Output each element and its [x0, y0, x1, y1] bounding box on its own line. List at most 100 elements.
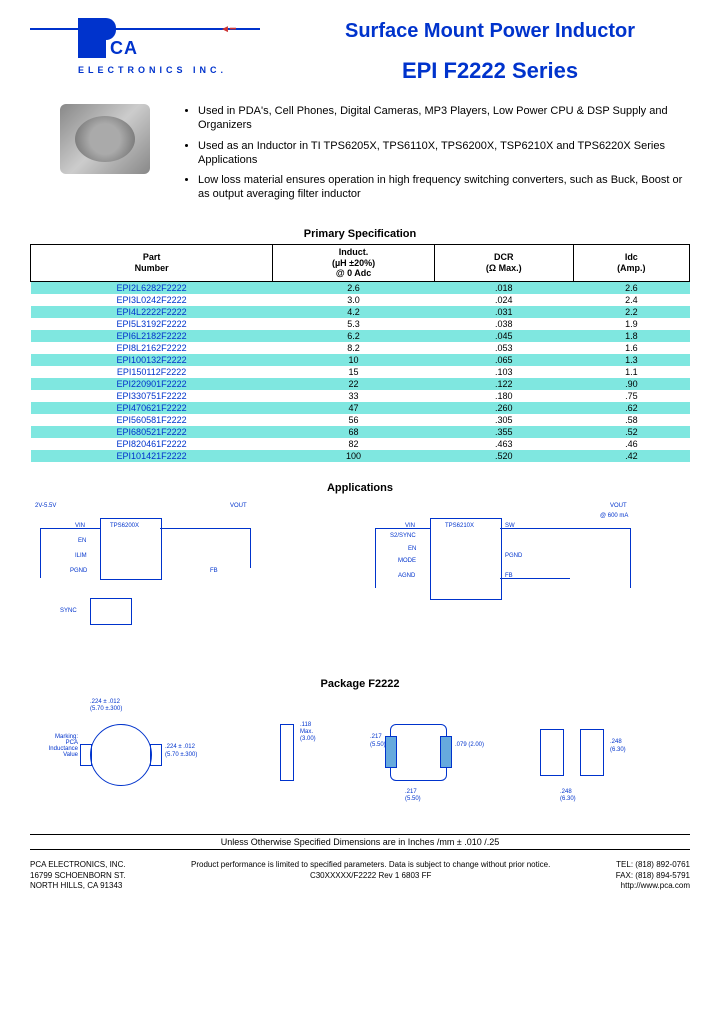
- applications-section: Applications 2V-5.5V TPS6200X VIN EN ILI…: [30, 482, 690, 648]
- cell-dcr: .024: [434, 294, 573, 306]
- table-row: EPI150112F222215.1031.1: [31, 366, 690, 378]
- cell-idc: .52: [573, 426, 689, 438]
- title-block: Surface Mount Power Inductor EPI F2222 S…: [290, 20, 690, 84]
- cell-idc: .62: [573, 402, 689, 414]
- cell-induct: 10: [273, 354, 435, 366]
- datasheet-page: ◄━ CA ELECTRONICS INC. Surface Mount Pow…: [0, 0, 720, 911]
- cell-idc: 2.2: [573, 306, 689, 318]
- cell-idc: 1.3: [573, 354, 689, 366]
- col-dcr: DCR (Ω Max.): [434, 244, 573, 281]
- cell-part: EPI560581F2222: [31, 414, 273, 426]
- cell-idc: .46: [573, 438, 689, 450]
- cell-dcr: .031: [434, 306, 573, 318]
- cell-dcr: .103: [434, 366, 573, 378]
- table-row: EPI2L6282F22222.6.0182.6: [31, 282, 690, 295]
- table-row: EPI680521F222268.355.52: [31, 426, 690, 438]
- cell-part: EPI6L2182F2222: [31, 330, 273, 342]
- cell-dcr: .038: [434, 318, 573, 330]
- cell-idc: .90: [573, 378, 689, 390]
- package-pad-view: .248 (6.30) .248 (6.30): [530, 694, 690, 814]
- table-row: EPI330751F222233.180.75: [31, 390, 690, 402]
- cell-dcr: .065: [434, 354, 573, 366]
- cell-dcr: .180: [434, 390, 573, 402]
- table-row: EPI101421F2222100.520.42: [31, 450, 690, 462]
- footer-address: PCA ELECTRONICS, INC. 16799 SCHOENBORN S…: [30, 860, 126, 891]
- cell-dcr: .463: [434, 438, 573, 450]
- cell-induct: 68: [273, 426, 435, 438]
- cell-idc: .58: [573, 414, 689, 426]
- cell-dcr: .045: [434, 330, 573, 342]
- header: ◄━ CA ELECTRONICS INC. Surface Mount Pow…: [30, 20, 690, 84]
- col-induct: Induct. (µH ±20%) @ 0 Adc: [273, 244, 435, 281]
- cell-part: EPI101421F2222: [31, 450, 273, 462]
- cell-dcr: .305: [434, 414, 573, 426]
- cell-part: EPI2L6282F2222: [31, 282, 273, 295]
- applications-title: Applications: [30, 482, 690, 494]
- package-title: Package F2222: [30, 678, 690, 690]
- col-idc: Idc (Amp.): [573, 244, 689, 281]
- cell-dcr: .260: [434, 402, 573, 414]
- cell-idc: 1.8: [573, 330, 689, 342]
- cell-induct: 100: [273, 450, 435, 462]
- cell-induct: 22: [273, 378, 435, 390]
- package-section: Package F2222 .224 ± .012 (5.70 ±.300) .…: [30, 678, 690, 814]
- package-bottom-view: .217 (5.50) .079 (2.00) .217 (5.50): [370, 694, 530, 814]
- cell-dcr: .355: [434, 426, 573, 438]
- col-part: Part Number: [31, 244, 273, 281]
- table-row: EPI100132F222210.0651.3: [31, 354, 690, 366]
- product-section: Used in PDA's, Cell Phones, Digital Came…: [30, 104, 690, 208]
- cell-part: EPI820461F2222: [31, 438, 273, 450]
- cell-part: EPI330751F2222: [31, 390, 273, 402]
- spec-title: Primary Specification: [30, 228, 690, 240]
- app-diagram-right: TPS6210X VIN S2/SYNC EN MODE AGND SW PGN…: [370, 498, 690, 648]
- cell-induct: 2.6: [273, 282, 435, 295]
- cell-part: EPI220901F2222: [31, 378, 273, 390]
- cell-idc: 2.6: [573, 282, 689, 295]
- table-row: EPI8L2162F22228.2.0531.6: [31, 342, 690, 354]
- cell-idc: .75: [573, 390, 689, 402]
- feature-bullets: Used in PDA's, Cell Phones, Digital Came…: [180, 104, 690, 208]
- cell-part: EPI150112F2222: [31, 366, 273, 378]
- table-row: EPI6L2182F22226.2.0451.8: [31, 330, 690, 342]
- cell-dcr: .018: [434, 282, 573, 295]
- table-row: EPI220901F222222.122.90: [31, 378, 690, 390]
- footer-contact: TEL: (818) 892-0761 FAX: (818) 894-5791 …: [616, 860, 690, 891]
- cell-induct: 8.2: [273, 342, 435, 354]
- company-logo: ◄━ CA ELECTRONICS INC.: [30, 20, 290, 75]
- cell-part: EPI3L0242F2222: [31, 294, 273, 306]
- table-row: EPI560581F222256.305.58: [31, 414, 690, 426]
- logo-text: ELECTRONICS INC.: [78, 65, 290, 75]
- table-row: EPI3L0242F22223.0.0242.4: [31, 294, 690, 306]
- cell-idc: 2.4: [573, 294, 689, 306]
- bullet-item: Used as an Inductor in TI TPS6205X, TPS6…: [198, 139, 690, 168]
- cell-idc: 1.1: [573, 366, 689, 378]
- footer: PCA ELECTRONICS, INC. 16799 SCHOENBORN S…: [30, 860, 690, 891]
- cell-dcr: .053: [434, 342, 573, 354]
- bullet-item: Used in PDA's, Cell Phones, Digital Came…: [198, 104, 690, 133]
- package-top-view: .224 ± .012 (5.70 ±.300) .224 ± .012 (5.…: [30, 694, 270, 814]
- spec-table: Part Number Induct. (µH ±20%) @ 0 Adc DC…: [30, 244, 690, 462]
- cell-part: EPI100132F2222: [31, 354, 273, 366]
- package-side-view: .118 Max. (3.00): [270, 694, 370, 814]
- dimension-note: Unless Otherwise Specified Dimensions ar…: [30, 834, 690, 850]
- bullet-item: Low loss material ensures operation in h…: [198, 173, 690, 202]
- cell-induct: 33: [273, 390, 435, 402]
- product-image: [60, 104, 150, 174]
- cell-induct: 5.3: [273, 318, 435, 330]
- cell-dcr: .122: [434, 378, 573, 390]
- series-title: EPI F2222 Series: [290, 58, 690, 84]
- cell-dcr: .520: [434, 450, 573, 462]
- page-title: Surface Mount Power Inductor: [290, 20, 690, 43]
- cell-part: EPI470621F2222: [31, 402, 273, 414]
- cell-induct: 56: [273, 414, 435, 426]
- cell-idc: 1.9: [573, 318, 689, 330]
- cell-part: EPI5L3192F2222: [31, 318, 273, 330]
- cell-induct: 6.2: [273, 330, 435, 342]
- table-row: EPI4L2222F22224.2.0312.2: [31, 306, 690, 318]
- cell-induct: 15: [273, 366, 435, 378]
- cell-induct: 4.2: [273, 306, 435, 318]
- cell-part: EPI8L2162F2222: [31, 342, 273, 354]
- cell-part: EPI680521F2222: [31, 426, 273, 438]
- table-row: EPI820461F222282.463.46: [31, 438, 690, 450]
- table-row: EPI5L3192F22225.3.0381.9: [31, 318, 690, 330]
